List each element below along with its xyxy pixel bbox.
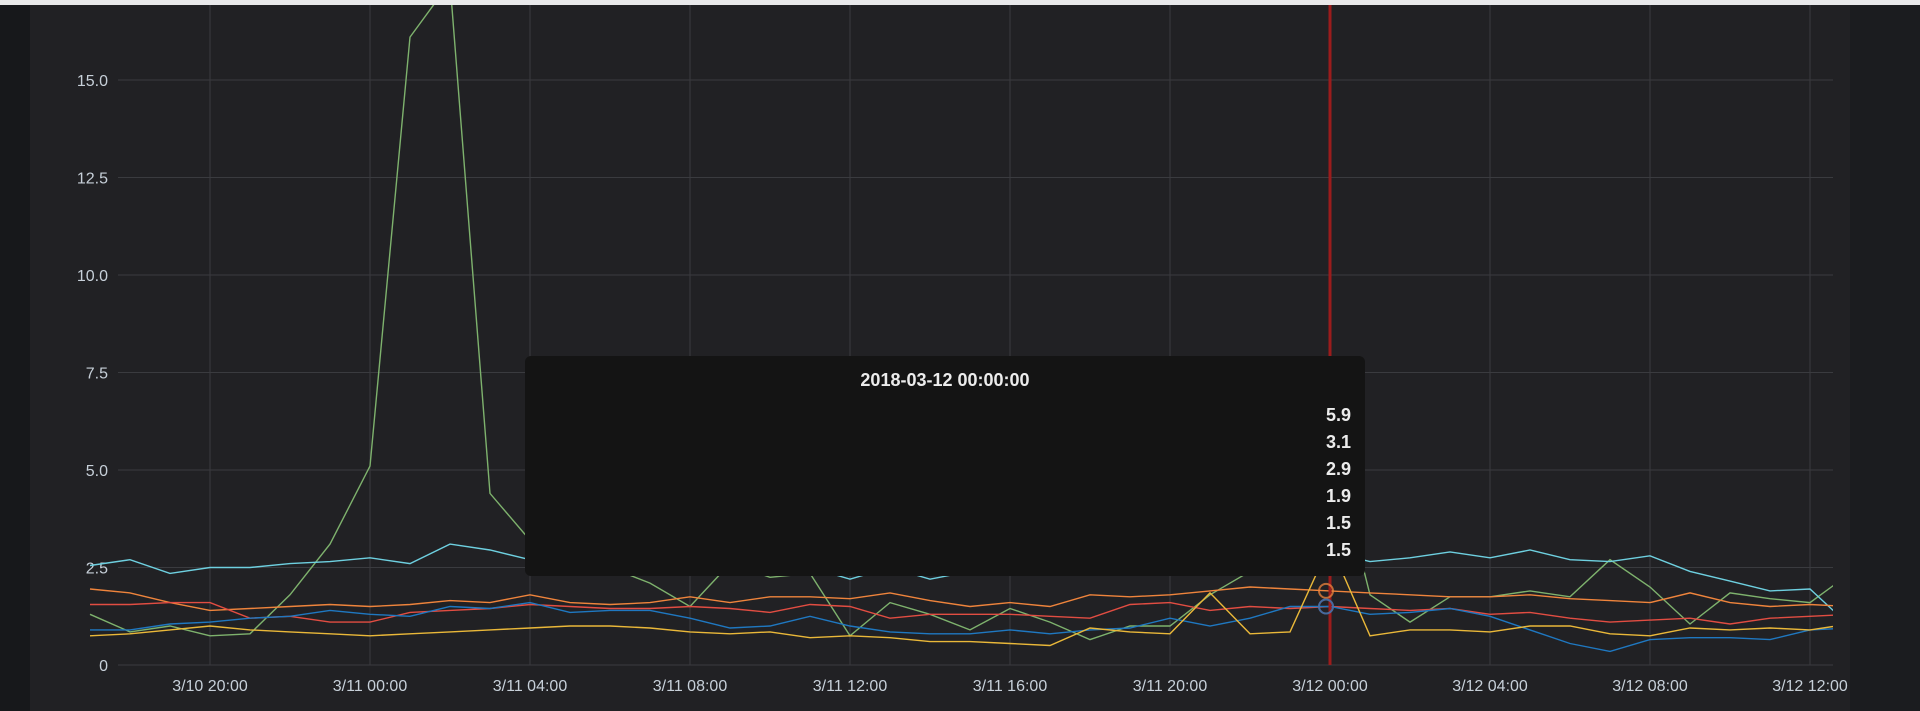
x-tick-label: 3/11 16:00 <box>973 678 1048 695</box>
series-line-3[interactable] <box>90 601 1850 625</box>
tooltip-value: 2.9 <box>1325 459 1351 479</box>
series-lines[interactable] <box>89 5 1850 653</box>
x-tick-label: 3/12 00:00 <box>1292 678 1368 695</box>
x-tick-label: 3/11 00:00 <box>333 678 408 695</box>
y-axis: 02.55.07.510.012.515.0 <box>77 73 108 675</box>
x-tick-label: 3/12 08:00 <box>1612 678 1688 695</box>
tooltip-value: 1.9 <box>1325 486 1351 506</box>
tooltip-value: 3.1 <box>1325 432 1351 452</box>
x-tick-label: 3/11 20:00 <box>1133 678 1208 695</box>
series-line-5[interactable] <box>89 542 1850 647</box>
tooltip-values: 5.9 3.1 2.9 1.9 1.5 1.5 <box>1326 402 1351 564</box>
series-line-4[interactable] <box>90 601 1850 653</box>
graph-panel[interactable]: 0 2.5 5.0 7.5 10.0 12.5 15.0 3/10 20:00 3/11 00… <box>30 5 1850 711</box>
x-axis: 3/10 20:00 3/11 00:00 3/11 04:00 3/11 08:00… <box>172 678 1848 695</box>
y-tick-label: 5.0 <box>86 463 108 480</box>
left-gutter <box>0 5 30 711</box>
y-tick-label: 10.0 <box>77 268 108 285</box>
x-tick-label: 3/11 08:00 <box>653 678 728 695</box>
x-tick-label: 3/11 04:00 <box>493 678 568 695</box>
hover-markers <box>1318 582 1334 615</box>
hover-tooltip: 2018-03-12 00:00:00 5.9 3.1 2.9 1.9 1.5 … <box>525 356 1365 576</box>
series-line-0[interactable] <box>89 5 1850 641</box>
x-tick-label: 3/12 12:00 <box>1772 678 1848 695</box>
right-scroll-gutter[interactable] <box>1850 5 1920 711</box>
tooltip-value: 1.5 <box>1325 513 1351 533</box>
y-tick-label: 15.0 <box>77 73 108 90</box>
x-tick-label: 3/11 12:00 <box>813 678 888 695</box>
y-tick-label: 0 <box>99 658 108 675</box>
hover-point-marker <box>1318 598 1334 615</box>
tooltip-value: 5.9 <box>1325 405 1351 425</box>
series-line-2[interactable] <box>89 586 1850 612</box>
x-tick-label: 3/12 04:00 <box>1452 678 1528 695</box>
hover-point-marker <box>1318 582 1334 599</box>
window-top-bar <box>0 0 1920 5</box>
tooltip-value: 1.5 <box>1325 540 1351 560</box>
y-tick-label: 12.5 <box>77 171 108 188</box>
y-tick-label: 7.5 <box>86 366 108 383</box>
x-tick-label: 3/10 20:00 <box>172 678 248 695</box>
tooltip-timestamp: 2018-03-12 00:00:00 <box>860 370 1030 390</box>
